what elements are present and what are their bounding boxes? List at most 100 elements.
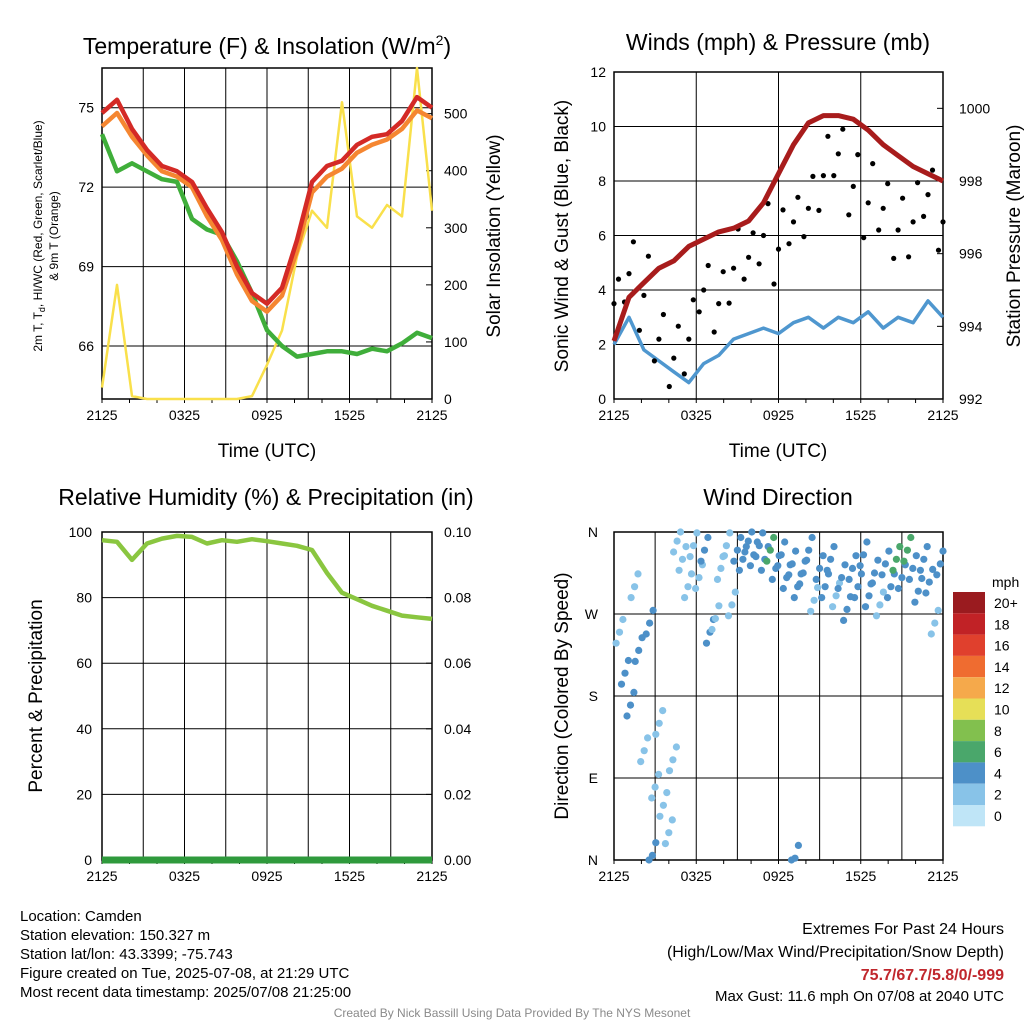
direction-point (885, 547, 893, 555)
winds-ytick-label: 2 (598, 337, 606, 353)
direction-point (785, 571, 793, 579)
direction-point (692, 584, 700, 593)
gust-point (726, 300, 732, 306)
temp-ylabel-sub: d (37, 307, 47, 312)
direction-point (708, 625, 716, 634)
winds-ytick-label: 4 (598, 282, 606, 298)
direction-point (861, 603, 870, 611)
gust-point (780, 207, 786, 213)
legend-swatch (953, 655, 985, 678)
legend-label: 12 (994, 680, 1010, 696)
recent-data-text: Most recent data timestamp: 2025/07/08 2… (20, 984, 352, 1001)
location-text: Location: Camden (20, 908, 142, 925)
direction-point (896, 543, 904, 551)
gust-point (750, 230, 756, 236)
direction-point (848, 564, 857, 573)
temp-ylabel-right: Solar Insolation (Yellow) (484, 134, 505, 337)
direction-point (648, 794, 656, 802)
direction-point (746, 562, 755, 570)
direction-point (832, 592, 840, 600)
temp-ytick-right-label: 500 (444, 106, 468, 122)
direction-point (695, 574, 703, 582)
gust-point (925, 192, 931, 198)
direction-point (920, 555, 928, 563)
winds-ytick-label: 12 (590, 64, 606, 80)
direction-point (857, 570, 866, 578)
extremes-info: Extremes For Past 24 Hours (High/Low/Max… (667, 918, 1004, 1006)
winds-ytick-right-label: 998 (959, 173, 983, 189)
gust-point (840, 126, 846, 132)
direction-point (812, 575, 820, 584)
rh-xtick-label: 2125 (86, 868, 117, 884)
direction-point (805, 546, 813, 554)
direction-point (903, 546, 912, 554)
gust-point (891, 255, 897, 261)
gust-point (831, 173, 837, 179)
rh-ytick-label: 100 (69, 524, 93, 540)
direction-point (922, 589, 930, 597)
direction-point (689, 542, 698, 550)
direction-point (883, 594, 892, 602)
temp-xtick-label: 0925 (251, 407, 282, 423)
direction-point (757, 566, 766, 574)
direction-point (663, 789, 671, 797)
legend-label: 14 (994, 659, 1010, 675)
direction-point (912, 552, 920, 560)
rh-line (101, 533, 433, 622)
direction-point (854, 583, 862, 591)
direction-point (774, 562, 782, 570)
direction-point (675, 566, 683, 574)
direction-point (651, 783, 659, 791)
gust-point (790, 219, 797, 225)
direction-point (619, 615, 627, 624)
legend-swatch (953, 783, 985, 805)
temp-ytick-right-label: 100 (444, 334, 468, 350)
direction-point (755, 542, 763, 550)
gust-point (801, 234, 807, 240)
direction-point (819, 552, 827, 560)
dir-xtick-label: 0325 (681, 868, 712, 884)
direction-point (881, 560, 890, 568)
gust-point (741, 276, 747, 282)
winds-xtick-label: 1525 (845, 407, 876, 423)
direction-point (821, 583, 829, 591)
gust-point (626, 271, 632, 277)
direction-point (681, 594, 689, 602)
direction-point (748, 528, 756, 536)
direction-point (936, 560, 944, 568)
legend-swatch (953, 634, 985, 656)
max-gust-text: Max Gust: 11.6 mph On 07/08 at 2040 UTC (714, 988, 1004, 1005)
direction-point (814, 584, 822, 592)
dir-xtick-label: 0925 (763, 868, 794, 884)
gust-point (666, 383, 672, 390)
station-info: Location: Camden Station elevation: 150.… (20, 907, 351, 1002)
winds-ytick-label: 0 (598, 391, 606, 407)
direction-point (845, 575, 853, 584)
rh-xtick-label: 1525 (334, 868, 365, 884)
winds-ytick-right-label: 992 (959, 391, 983, 407)
temp-ytick-right-label: 200 (444, 277, 468, 293)
direction-point (744, 537, 752, 545)
direction-point (640, 747, 648, 755)
temp-title-end: ) (443, 33, 451, 59)
created-text: Figure created on Tue, 2025-07-08, at 21… (20, 965, 350, 982)
gust-point (929, 167, 936, 173)
direction-point (925, 578, 933, 586)
direction-point (635, 646, 643, 655)
gust-point (771, 281, 777, 287)
gust-point (651, 358, 658, 364)
temp-title: Temperature (F) & Insolation (W/m2) (83, 32, 451, 59)
legend-label: 0 (994, 808, 1002, 824)
direction-point (631, 657, 639, 666)
temp-ytick-label: 69 (78, 259, 94, 275)
direction-point (788, 560, 796, 568)
direction-point (659, 801, 668, 809)
rh-ytick-label: 60 (76, 655, 92, 671)
direction-point (672, 743, 681, 751)
direction-point (665, 767, 674, 775)
direction-point (840, 616, 848, 625)
gust-point (615, 276, 622, 282)
gust-point (876, 227, 882, 233)
gust-point (816, 207, 822, 213)
legend-label: 8 (994, 723, 1002, 739)
